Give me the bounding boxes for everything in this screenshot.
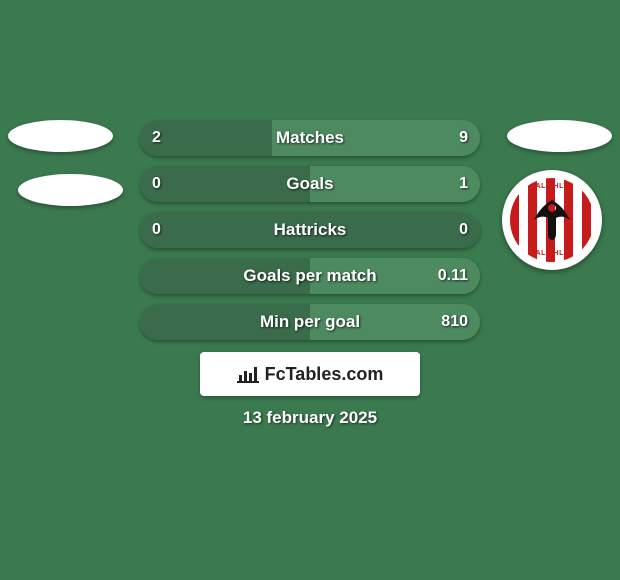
stat-row: 0Goals1 — [0, 166, 620, 202]
stats-rows: 2Matches90Goals10Hattricks0Goals per mat… — [0, 120, 620, 350]
stat-label: Matches — [140, 128, 480, 148]
stat-row: 2Matches9 — [0, 120, 620, 156]
stat-row: Min per goal810 — [0, 304, 620, 340]
stat-bar: 0Goals1 — [140, 166, 480, 202]
stat-label: Goals — [140, 174, 480, 194]
footer-brand-box: FcTables.com — [200, 352, 420, 396]
stat-value-right: 0 — [459, 221, 468, 239]
footer-brand-text: FcTables.com — [265, 364, 384, 385]
stat-label: Min per goal — [140, 312, 480, 332]
comparison-card: Rabia vs Hashem Club competitions, Seaso… — [0, 0, 620, 580]
stat-label: Hattricks — [140, 220, 480, 240]
stat-value-right: 0.11 — [438, 267, 468, 285]
stat-row: Goals per match0.11 — [0, 258, 620, 294]
stat-label: Goals per match — [140, 266, 480, 286]
stat-value-right: 810 — [441, 313, 468, 331]
stat-bar: Min per goal810 — [140, 304, 480, 340]
chart-icon — [237, 365, 259, 383]
date-text: 13 february 2025 — [0, 408, 620, 428]
stat-bar: 2Matches9 — [140, 120, 480, 156]
stat-bar: Goals per match0.11 — [140, 258, 480, 294]
stat-value-right: 9 — [459, 129, 468, 147]
stat-row: 0Hattricks0 — [0, 212, 620, 248]
stat-bar: 0Hattricks0 — [140, 212, 480, 248]
stat-value-right: 1 — [459, 175, 468, 193]
